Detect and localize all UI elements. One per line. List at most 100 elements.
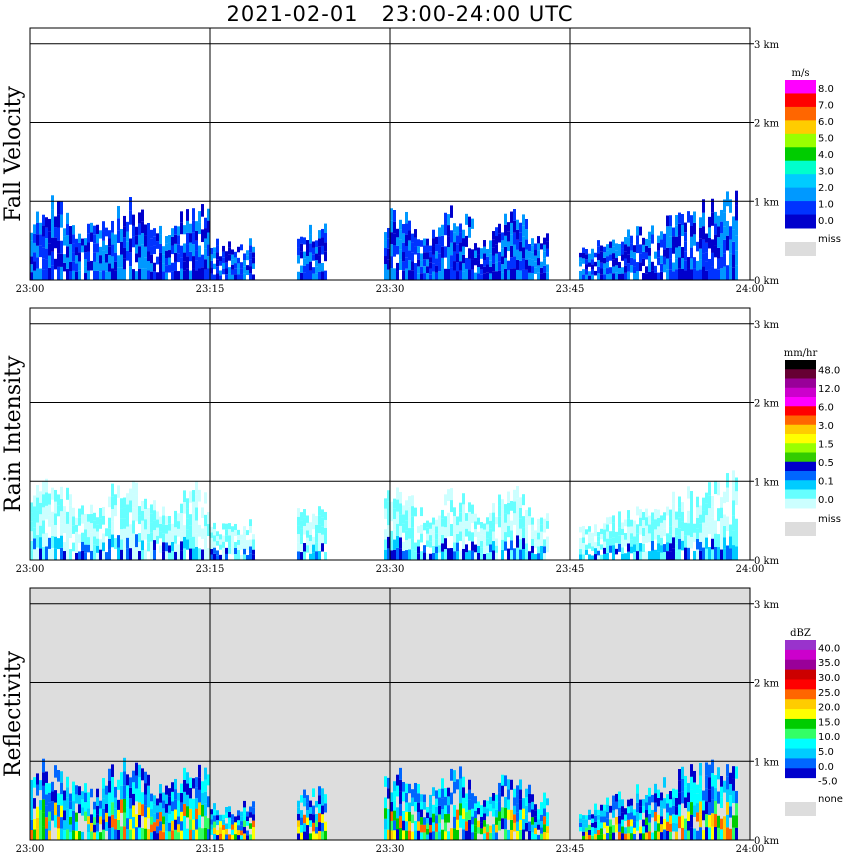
echo-cell [483, 253, 486, 261]
echo-cell [453, 261, 456, 271]
echo-cell [507, 222, 510, 232]
echo-cell [120, 772, 123, 786]
echo-cell [114, 494, 117, 506]
echo-cell [483, 541, 486, 548]
echo-cell [522, 214, 525, 226]
echo-cell [81, 245, 84, 253]
echo-cell [441, 829, 444, 840]
echo-cell [609, 545, 612, 553]
echo-cell [399, 239, 402, 250]
colorbar-label: 12.0 [818, 384, 840, 395]
echo-cell [39, 810, 42, 821]
echo-cell [66, 547, 69, 560]
echo-cell [723, 816, 726, 829]
echo-cell [243, 826, 246, 834]
echo-cell [165, 243, 168, 251]
echo-cell [42, 494, 45, 508]
echo-cell [711, 506, 714, 518]
echo-cell [579, 526, 582, 533]
echo-cell [195, 240, 198, 251]
echo-cell [408, 830, 411, 840]
echo-cell [204, 803, 207, 816]
echo-cell [690, 502, 693, 514]
echo-cell [192, 513, 195, 526]
echo-cell [384, 539, 387, 550]
echo-cell [609, 833, 612, 840]
echo-cell [528, 551, 531, 560]
echo-cell [390, 220, 393, 233]
echo-cell [186, 783, 189, 795]
echo-cell [450, 242, 453, 256]
echo-cell [225, 828, 228, 835]
echo-cell [414, 801, 417, 812]
echo-cell [114, 786, 117, 798]
echo-cell [225, 262, 228, 269]
echo-cell [696, 241, 699, 252]
echo-cell [129, 238, 132, 253]
echo-cell [732, 515, 735, 531]
echo-cell [153, 804, 156, 814]
echo-cell [435, 519, 438, 527]
echo-cell [213, 803, 216, 810]
echo-cell [141, 530, 144, 541]
echo-cell [204, 767, 207, 780]
echo-cell [489, 520, 492, 529]
echo-cell [51, 781, 54, 792]
echo-cell [720, 528, 723, 540]
echo-cell [405, 268, 408, 280]
colorbar-miss-label: miss [818, 234, 841, 245]
echo-cell [588, 554, 591, 560]
echo-cell [588, 258, 591, 263]
echo-cell [399, 803, 402, 816]
echo-cell [618, 543, 621, 552]
echo-cell [522, 798, 525, 809]
echo-cell [42, 214, 45, 226]
echo-cell [81, 799, 84, 808]
echo-cell [720, 244, 723, 257]
echo-cell [513, 548, 516, 560]
echo-cell [696, 549, 699, 560]
echo-cell [636, 533, 639, 543]
echo-cell [411, 789, 414, 798]
echo-cell [597, 555, 600, 560]
echo-cell [525, 526, 528, 535]
echo-cell [663, 520, 666, 529]
echo-cell [531, 809, 534, 818]
echo-cell [492, 832, 495, 840]
echo-cell [117, 205, 120, 219]
echo-cell [414, 271, 417, 280]
echo-cell [303, 265, 306, 273]
echo-cell [615, 258, 618, 266]
echo-cell [699, 248, 702, 260]
echo-cell [132, 793, 135, 806]
echo-cell [183, 490, 186, 503]
echo-cell [153, 530, 156, 541]
echo-cell [222, 535, 225, 542]
echo-cell [705, 503, 708, 516]
echo-cell [390, 550, 393, 560]
echo-cell [396, 785, 399, 797]
echo-cell [525, 788, 528, 798]
x-tick-label: 23:15 [196, 844, 225, 855]
echo-cell [669, 258, 672, 270]
echo-cell [627, 799, 630, 807]
echo-cell [468, 799, 471, 810]
echo-cell [438, 831, 441, 840]
echo-cell [468, 819, 471, 830]
colorbar-swatch [785, 106, 816, 121]
echo-cell [438, 271, 441, 280]
echo-cell [165, 524, 168, 534]
echo-cell [405, 500, 408, 511]
echo-cell [711, 198, 714, 213]
echo-cell [39, 548, 42, 560]
echo-cell [696, 538, 699, 550]
echo-cell [321, 831, 324, 840]
echo-cell [477, 807, 480, 815]
echo-cell [723, 514, 726, 526]
colorbar-swatch [785, 174, 816, 189]
echo-cell [66, 246, 69, 258]
echo-cell [588, 834, 591, 840]
echo-cell [687, 535, 690, 548]
echo-cell [462, 515, 465, 527]
echo-cell [417, 802, 420, 812]
